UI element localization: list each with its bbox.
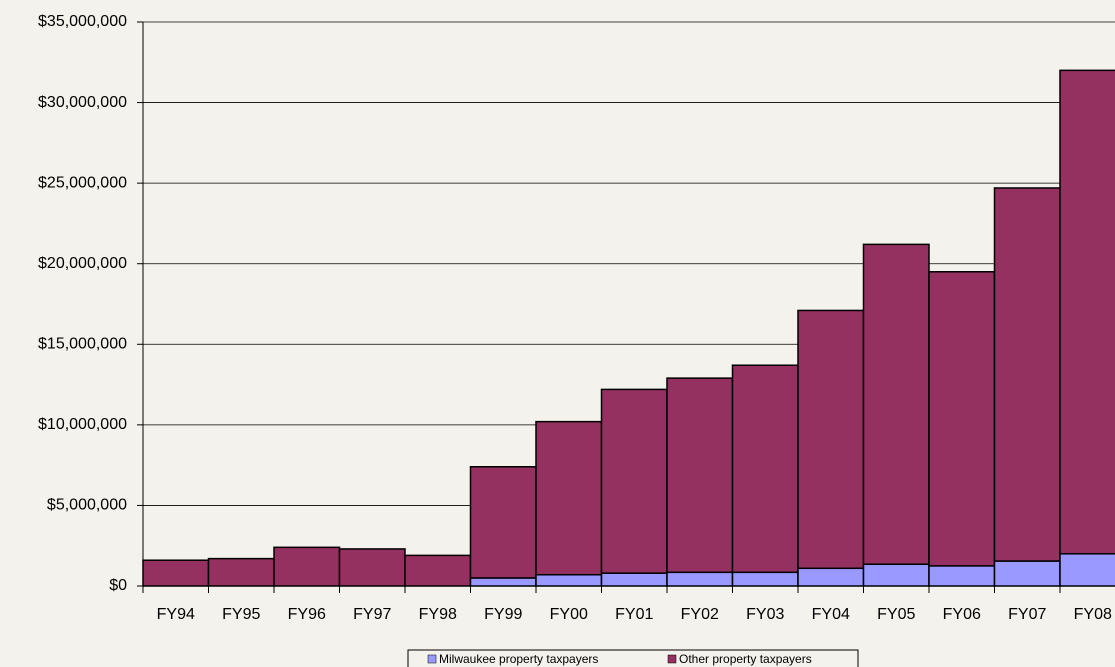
bar-segment <box>928 565 996 587</box>
legend-swatch <box>427 654 437 664</box>
legend-swatch <box>667 654 677 664</box>
bar-segment <box>600 572 668 587</box>
bar-segment <box>731 571 799 587</box>
bar-segment <box>535 573 603 587</box>
y-tick-label: $0 <box>109 577 127 594</box>
bar-segment <box>338 548 406 587</box>
legend: Milwaukee property taxpayers Other proper… <box>407 649 859 667</box>
x-tick-label: FY07 <box>1008 606 1046 623</box>
y-tick-label: $20,000,000 <box>38 255 127 272</box>
x-tick-label: FY98 <box>419 606 457 623</box>
x-tick-label: FY04 <box>812 606 850 623</box>
bar-segment <box>469 577 537 587</box>
bar-segment <box>666 571 734 587</box>
x-tick-label: FY03 <box>746 606 784 623</box>
legend-label: Other property taxpayers <box>679 652 812 666</box>
legend-box <box>407 649 859 667</box>
bar-segment <box>993 560 1061 587</box>
bar-segment <box>862 243 930 565</box>
y-tick-label: $10,000,000 <box>38 416 127 433</box>
bar-segment <box>1059 553 1115 587</box>
x-tick-label: FY02 <box>681 606 719 623</box>
x-tick-label: FY94 <box>157 606 195 623</box>
bar-segment <box>797 567 865 587</box>
bar-segment <box>535 420 603 576</box>
bar-segment <box>797 309 865 570</box>
bar-segment <box>469 466 537 579</box>
bar-segment <box>600 388 668 574</box>
legend-label: Milwaukee property taxpayers <box>439 652 598 666</box>
y-tick-label: $25,000,000 <box>38 174 127 191</box>
x-tick-label: FY05 <box>877 606 915 623</box>
x-tick-label: FY96 <box>288 606 326 623</box>
bar-segment <box>993 187 1061 562</box>
x-tick-label: FY00 <box>550 606 588 623</box>
bar-segment <box>142 559 210 587</box>
y-tick-label: $5,000,000 <box>47 497 127 514</box>
y-tick-label: $15,000,000 <box>38 336 127 353</box>
bar-segment <box>1059 69 1115 555</box>
bar-segment <box>862 563 930 587</box>
bar-segment <box>273 546 341 587</box>
bar-segment <box>928 271 996 567</box>
x-tick-label: FY97 <box>353 606 391 623</box>
x-tick-label: FY99 <box>484 606 522 623</box>
x-tick-label: FY01 <box>615 606 653 623</box>
bar-segment <box>731 364 799 574</box>
bar-segment <box>404 554 472 587</box>
x-tick-label: FY08 <box>1074 606 1112 623</box>
x-tick-label: FY06 <box>943 606 981 623</box>
bar-segment <box>207 557 275 587</box>
x-tick-label: FY95 <box>222 606 260 623</box>
y-tick-label: $30,000,000 <box>38 94 127 111</box>
y-tick-label: $35,000,000 <box>38 13 127 30</box>
bar-segment <box>666 377 734 574</box>
